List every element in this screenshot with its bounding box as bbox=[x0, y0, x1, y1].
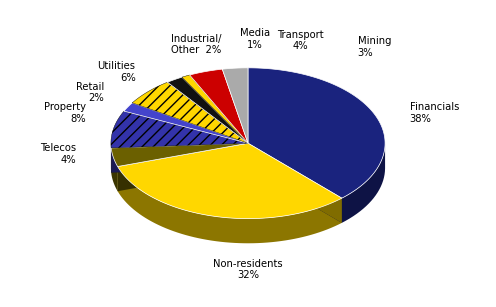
Polygon shape bbox=[111, 143, 248, 173]
Polygon shape bbox=[118, 143, 248, 191]
Text: Media
1%: Media 1% bbox=[240, 28, 270, 50]
Polygon shape bbox=[111, 143, 248, 166]
Polygon shape bbox=[248, 143, 342, 223]
Text: Non-residents
32%: Non-residents 32% bbox=[213, 258, 283, 280]
Text: Utilities
6%: Utilities 6% bbox=[98, 61, 135, 83]
Polygon shape bbox=[118, 143, 342, 219]
Text: Property
8%: Property 8% bbox=[44, 102, 86, 124]
Polygon shape bbox=[118, 143, 248, 191]
Polygon shape bbox=[342, 144, 385, 223]
Polygon shape bbox=[189, 69, 248, 143]
Text: Transport
4%: Transport 4% bbox=[277, 29, 323, 51]
Polygon shape bbox=[248, 143, 342, 223]
Text: Mining
3%: Mining 3% bbox=[358, 37, 391, 58]
Polygon shape bbox=[222, 68, 248, 143]
Polygon shape bbox=[111, 143, 248, 173]
Polygon shape bbox=[248, 68, 385, 198]
Text: Financials
38%: Financials 38% bbox=[410, 102, 459, 124]
Polygon shape bbox=[132, 82, 248, 143]
Polygon shape bbox=[182, 75, 248, 143]
Polygon shape bbox=[124, 103, 248, 143]
Text: Telecos
4%: Telecos 4% bbox=[41, 143, 77, 165]
Polygon shape bbox=[168, 77, 248, 143]
Text: Retail
2%: Retail 2% bbox=[76, 82, 104, 103]
Polygon shape bbox=[118, 166, 342, 243]
Polygon shape bbox=[111, 148, 118, 191]
Polygon shape bbox=[111, 111, 248, 148]
Text: Industrial/
Other  2%: Industrial/ Other 2% bbox=[171, 34, 221, 55]
